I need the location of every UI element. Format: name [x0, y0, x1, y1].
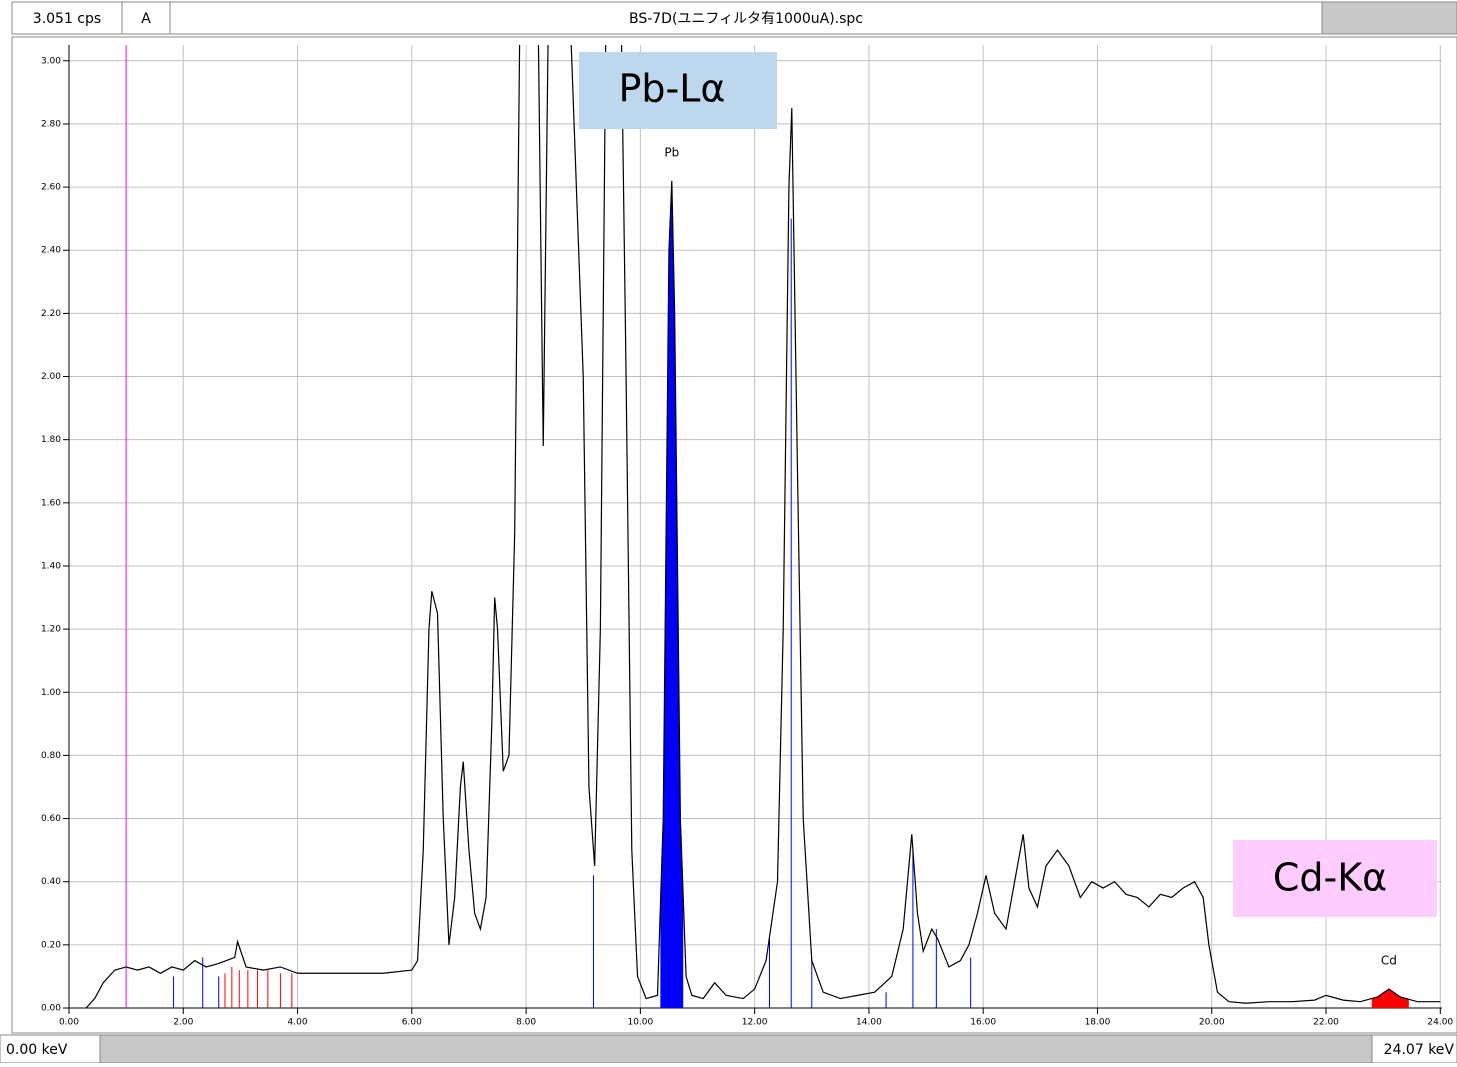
y-tick-label: 0.60: [41, 814, 61, 824]
spectrum-line: [85, 45, 1441, 1008]
y-tick-label: 1.40: [41, 561, 61, 571]
bottom-bar: 0.00 keV 24.07 keV: [0, 1034, 1457, 1064]
y-tick-label: 1.20: [41, 625, 61, 635]
x-tick-label: 12.00: [742, 1018, 768, 1028]
y-tick-label: 0.00: [41, 1004, 61, 1014]
x-tick-label: 14.00: [856, 1018, 882, 1028]
y-tick-label: 1.60: [41, 498, 61, 508]
channel: A: [141, 11, 151, 27]
range-end: 24.07 keV: [1384, 1042, 1455, 1058]
x-tick-label: 0.00: [59, 1018, 79, 1028]
y-tick-label: 0.40: [41, 877, 61, 887]
y-tick-label: 0.80: [41, 751, 61, 761]
y-tick-label: 2.80: [41, 119, 61, 129]
y-tick-label: 1.80: [41, 435, 61, 445]
plot-frame: [11, 36, 1457, 1034]
x-tick-label: 16.00: [970, 1018, 996, 1028]
y-tick-label: 1.00: [41, 688, 61, 698]
x-tick-label: 8.00: [516, 1018, 536, 1028]
x-tick-label: 18.00: [1085, 1018, 1111, 1028]
file-name: BS-7D(ユニフィルタ有1000uA).spc: [629, 11, 863, 27]
y-tick-label: 3.00: [41, 56, 61, 66]
y-tick-label: 0.20: [41, 940, 61, 950]
annotation-box: [1233, 840, 1437, 917]
peak-fill: [660, 180, 684, 1008]
peak-fill: [1371, 989, 1409, 1008]
top-bar: 3.051 cps A BS-7D(ユニフィルタ有1000uA).spc: [11, 1, 1457, 35]
range-start: 0.00 keV: [6, 1042, 68, 1058]
x-tick-label: 24.00: [1427, 1018, 1453, 1028]
x-tick-label: 4.00: [288, 1018, 308, 1028]
y-tick-label: 2.00: [41, 372, 61, 382]
y-tick-label: 2.40: [41, 246, 61, 256]
element-label: Cd: [1381, 954, 1397, 968]
x-tick-label: 2.00: [173, 1018, 193, 1028]
x-tick-label: 10.00: [627, 1018, 653, 1028]
x-tick-label: 6.00: [402, 1018, 422, 1028]
element-label: Pb: [664, 145, 679, 159]
y-tick-label: 2.20: [41, 309, 61, 319]
readout: 3.051 cps: [33, 11, 101, 27]
x-tick-label: 20.00: [1199, 1018, 1225, 1028]
annotation-box: [579, 52, 777, 129]
x-tick-label: 22.00: [1313, 1018, 1339, 1028]
annotation: Cd-Kα: [1273, 856, 1387, 900]
y-tick-label: 2.60: [41, 183, 61, 193]
annotation: Pb-Lα: [619, 67, 726, 111]
